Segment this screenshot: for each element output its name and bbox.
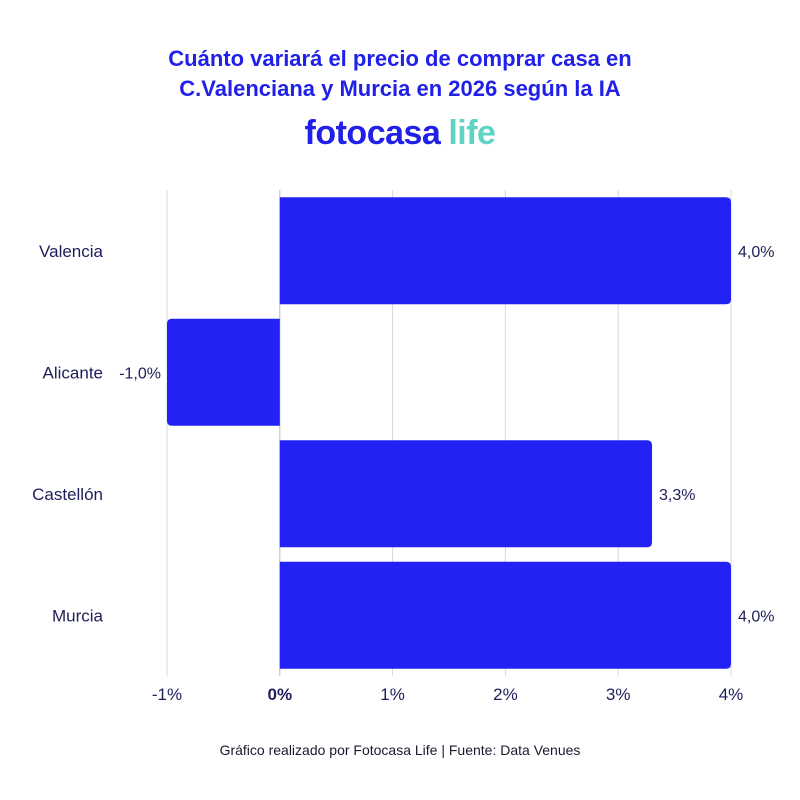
x-tick-label-3: 2% [493, 685, 518, 704]
x-tick-label-4: 3% [606, 685, 631, 704]
value-label-3: 4,0% [738, 608, 774, 625]
value-label-0: 4,0% [738, 244, 774, 261]
chart-title: Cuánto variará el precio de comprar casa… [0, 44, 800, 104]
chart-title-line-2: C.Valenciana y Murcia en 2026 según la I… [179, 76, 621, 101]
bar-0 [279, 197, 731, 305]
category-label-3: Murcia [52, 606, 104, 625]
value-label-1: -1,0% [119, 365, 161, 382]
chart-footer-source: Gráfico realizado por Fotocasa Life | Fu… [219, 742, 581, 758]
value-label-2: 3,3% [659, 487, 695, 504]
bar-1 [167, 318, 280, 426]
brand-logo-name: fotocasa [304, 114, 441, 152]
bar-3 [279, 561, 731, 669]
x-tick-label-0: -1% [152, 685, 182, 704]
category-label-1: Alicante [43, 363, 103, 382]
x-tick-label-1: 0% [268, 685, 293, 704]
category-label-0: Valencia [39, 242, 103, 261]
category-label-2: Castellón [32, 485, 103, 504]
brand-logo-suffix: life [448, 114, 496, 152]
brand-logo: fotocasa life [0, 114, 800, 153]
chart-title-line-1: Cuánto variará el precio de comprar casa… [168, 46, 632, 71]
x-tick-label-2: 1% [380, 685, 405, 704]
x-tick-label-5: 4% [719, 685, 744, 704]
bar-2 [279, 440, 653, 548]
